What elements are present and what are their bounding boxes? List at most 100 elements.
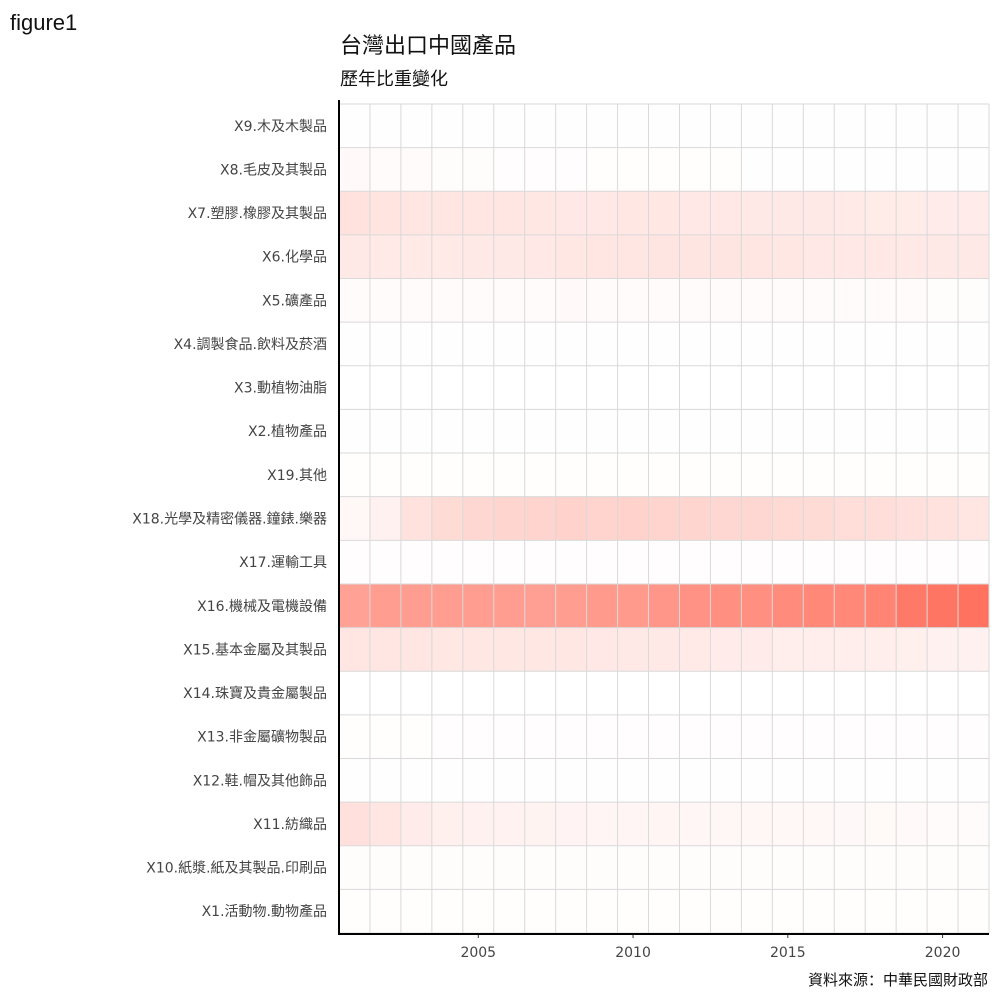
heatmap-cell — [834, 758, 866, 803]
heatmap-cell — [803, 278, 835, 323]
heatmap-cell — [958, 627, 990, 672]
heatmap-cell — [710, 802, 742, 847]
heatmap-cell — [617, 322, 650, 367]
heatmap-cell — [710, 409, 742, 454]
heatmap-cell — [803, 234, 835, 280]
heatmap-cell — [617, 627, 650, 672]
heatmap-cell — [772, 147, 804, 192]
y-tick-label: X10.紙漿.紙及其製品.印刷品 — [146, 861, 327, 877]
heatmap-cell — [493, 583, 526, 629]
heatmap-cell — [772, 758, 804, 803]
heatmap-cell — [958, 365, 990, 410]
heatmap-cell — [834, 147, 866, 192]
heatmap-cell — [679, 714, 711, 759]
heatmap-cell — [803, 889, 835, 934]
heatmap-cell — [896, 322, 928, 367]
heatmap-cell — [710, 322, 742, 367]
heatmap-cell — [555, 409, 588, 454]
heatmap-cell — [834, 845, 866, 890]
heatmap-cell — [710, 714, 742, 759]
heatmap-cell — [339, 583, 371, 629]
heatmap-cell — [339, 322, 371, 367]
heatmap-cell — [803, 845, 835, 890]
heatmap-cell — [462, 278, 495, 323]
heatmap-cell — [369, 453, 402, 498]
heatmap-cell — [710, 671, 742, 716]
heatmap-cell — [431, 147, 464, 192]
heatmap-cell — [524, 409, 557, 454]
heatmap-cell — [586, 191, 619, 236]
heatmap-cell — [865, 627, 897, 672]
heatmap-cell — [772, 671, 804, 716]
heatmap-cell — [741, 714, 773, 759]
heatmap-cell — [741, 104, 773, 149]
heatmap-cell — [586, 409, 619, 454]
heatmap-cell — [679, 147, 711, 192]
heatmap-cell — [958, 453, 990, 498]
heatmap-cell — [617, 671, 650, 716]
heatmap-cell — [493, 147, 526, 192]
heatmap-cell — [617, 583, 650, 629]
heatmap-cell — [555, 889, 588, 934]
heatmap-cell — [524, 627, 557, 672]
heatmap-cell — [400, 278, 433, 323]
heatmap-cell — [679, 322, 711, 367]
heatmap-cell — [462, 191, 495, 236]
heatmap-cell — [431, 453, 464, 498]
heatmap-cell — [772, 453, 804, 498]
heatmap-cell — [679, 758, 711, 803]
heatmap-cell — [679, 365, 711, 410]
heatmap-cell — [462, 147, 495, 192]
heatmap-cell — [958, 278, 990, 323]
x-axis-labels: 2005 2010 2015 2020 — [460, 933, 960, 961]
heatmap-cell — [865, 583, 897, 629]
heatmap-cell — [369, 758, 402, 803]
heatmap-cell — [586, 453, 619, 498]
heatmap-cell — [927, 889, 959, 934]
heatmap-cell — [400, 147, 433, 192]
heatmap-cell — [400, 540, 433, 585]
heatmap-cell — [431, 496, 464, 541]
heatmap-cell — [617, 191, 650, 236]
heatmap-cell — [834, 322, 866, 367]
heatmap-cell — [400, 191, 433, 236]
heatmap-cell — [617, 802, 650, 847]
heatmap-cell — [493, 845, 526, 890]
heatmap-cell — [648, 365, 680, 410]
heatmap-cell — [493, 627, 526, 672]
heatmap-cell — [400, 671, 433, 716]
heatmap-cell — [648, 714, 680, 759]
heatmap-cell — [710, 191, 742, 236]
heatmap-cell — [431, 365, 464, 410]
heatmap-cell — [555, 496, 588, 541]
heatmap-cell — [679, 104, 711, 149]
heatmap-cell — [710, 496, 742, 541]
heatmap-cell — [896, 802, 928, 847]
heatmap-cell — [896, 889, 928, 934]
heatmap-cell — [648, 627, 680, 672]
heatmap-cell — [896, 758, 928, 803]
heatmap-cell — [648, 496, 680, 541]
heatmap-cell — [431, 409, 464, 454]
heatmap-cell — [741, 234, 773, 280]
heatmap-cell — [741, 496, 773, 541]
heatmap-cell — [586, 714, 619, 759]
heatmap-cell — [741, 540, 773, 585]
x-tick-label: 2015 — [770, 945, 806, 961]
heatmap-cell — [617, 409, 650, 454]
heatmap-cell — [617, 758, 650, 803]
heatmap-cell — [803, 583, 835, 629]
heatmap-cell — [896, 714, 928, 759]
heatmap-cell — [741, 409, 773, 454]
heatmap-cell — [679, 671, 711, 716]
heatmap-cell — [339, 234, 371, 280]
heatmap-cell — [617, 496, 650, 541]
heatmap-cell — [710, 889, 742, 934]
y-tick-label: X9.木及木製品 — [234, 119, 327, 135]
heatmap-cell — [803, 540, 835, 585]
heatmap-cell — [958, 104, 990, 149]
heatmap-cell — [927, 191, 959, 236]
heatmap-cell — [617, 278, 650, 323]
heatmap-cell — [369, 583, 402, 629]
chart-title: 台灣出口中國產品 — [340, 34, 517, 59]
